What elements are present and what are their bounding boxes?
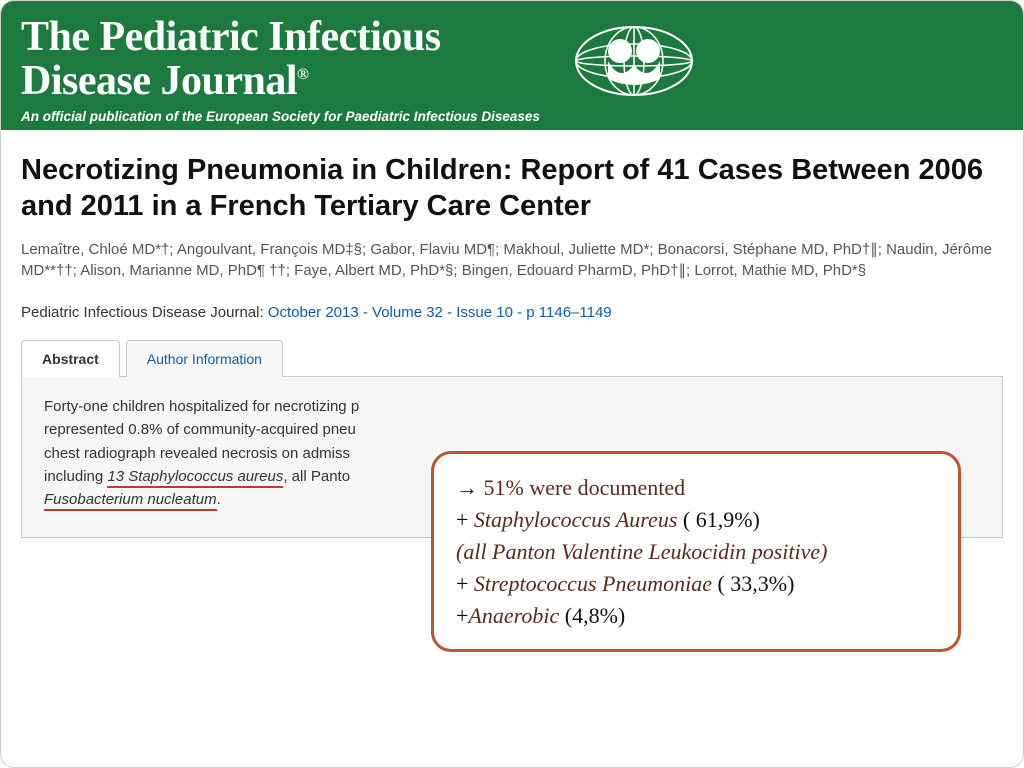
callout-l5-ital: Anaerobic	[468, 603, 564, 628]
callout-l4-rest: ( 33,3%)	[712, 571, 794, 596]
journal-logo-icon	[564, 21, 704, 101]
tab-abstract[interactable]: Abstract	[21, 340, 120, 377]
journal-header: The Pediatric Infectious Disease Journal…	[1, 1, 1023, 130]
slide-container: The Pediatric Infectious Disease Journal…	[0, 0, 1024, 768]
callout-l5-prefix: +	[456, 603, 468, 628]
abstract-line-4b: , all Panto	[283, 468, 350, 485]
citation-link[interactable]: October 2013 - Volume 32 - Issue 10 - p …	[268, 304, 612, 321]
abstract-line-3: chest radiograph revealed necrosis on ad…	[44, 445, 350, 462]
arrow-icon: →	[456, 475, 478, 500]
article-citation: Pediatric Infectious Disease Journal: Oc…	[21, 304, 1003, 321]
callout-l5-rest: (4,8%)	[565, 603, 625, 628]
callout-line-5: +Anaerobic (4,8%)	[456, 600, 936, 632]
callout-l4-prefix: +	[456, 571, 474, 596]
callout-line-4: + Streptococcus Pneumoniae ( 33,3%)	[456, 568, 936, 600]
registered-mark: ®	[297, 66, 308, 83]
citation-prefix: Pediatric Infectious Disease Journal:	[21, 304, 268, 321]
abstract-staph-underlined: 13 Staphylococcus aureus	[107, 468, 283, 488]
tab-bar: Abstract Author Information	[21, 339, 1003, 377]
callout-l2-rest: ( 61,9%)	[683, 507, 760, 532]
journal-title-text-2: Disease Journal	[21, 58, 297, 104]
annotation-callout: → 51% were documented + Staphylococcus A…	[431, 451, 961, 652]
abstract-staph-text: 13 Staphylococcus aureus	[107, 468, 283, 485]
abstract-line-2: represented 0.8% of community-acquired p…	[44, 421, 356, 438]
journal-title-line-1: The Pediatric Infectious	[21, 15, 540, 59]
callout-line-1-text: 51% were documented	[478, 475, 685, 500]
abstract-line-4a: including	[44, 468, 107, 485]
callout-line-3: (all Panton Valentine Leukocidin positiv…	[456, 536, 936, 568]
callout-l2-prefix: +	[456, 507, 474, 532]
callout-line-1: → 51% were documented	[456, 472, 936, 504]
article-authors: Lemaître, Chloé MD*†; Angoulvant, Franço…	[21, 239, 1003, 283]
callout-line-2: + Staphylococcus Aureus ( 61,9%)	[456, 504, 936, 536]
callout-l4-ital: Streptococcus Pneumoniae	[474, 571, 712, 596]
abstract-fuso-text: Fusobacterium nucleatum	[44, 491, 217, 508]
abstract-fuso-underlined: Fusobacterium nucleatum	[44, 491, 217, 511]
callout-l2-ital: Staphylococcus Aureus	[474, 507, 683, 532]
journal-title-line-2: Disease Journal®	[21, 59, 540, 103]
abstract-line-1: Forty-one children hospitalized for necr…	[44, 398, 359, 415]
journal-subtitle: An official publication of the European …	[21, 109, 540, 124]
article-title: Necrotizing Pneumonia in Children: Repor…	[21, 152, 1003, 225]
journal-title-block: The Pediatric Infectious Disease Journal…	[21, 15, 540, 124]
tab-author-information[interactable]: Author Information	[126, 340, 283, 377]
abstract-period: .	[217, 491, 221, 508]
